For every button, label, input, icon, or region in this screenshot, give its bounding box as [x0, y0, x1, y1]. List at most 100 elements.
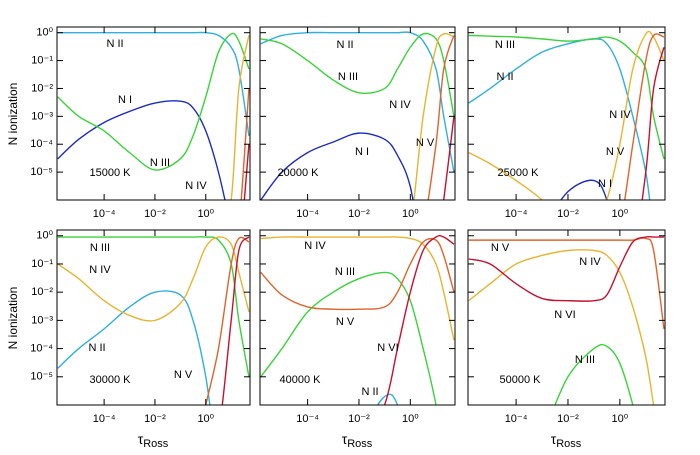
- x-tick-label: 10⁰: [612, 413, 629, 425]
- panel-frame: [56, 26, 251, 201]
- series-line: [376, 393, 399, 405]
- series-label: N II: [361, 386, 378, 398]
- series-label: N III: [338, 71, 358, 83]
- series-label: N III: [575, 354, 595, 366]
- x-tick-label: 10⁰: [402, 413, 419, 425]
- panel-annotation: 30000 K: [90, 374, 132, 386]
- series-line: [221, 236, 250, 405]
- series-line: [468, 249, 655, 405]
- y-axis-label: N ionization: [6, 83, 20, 146]
- x-tick-label: 10⁻⁴: [505, 413, 528, 425]
- plot-area: [260, 31, 455, 200]
- y-tick-label: 10⁻¹: [31, 258, 53, 270]
- series-label: N III: [335, 266, 355, 278]
- y-tick-label: 10⁻⁴: [30, 342, 53, 354]
- x-tick-label: 10⁰: [197, 208, 214, 220]
- series-line: [260, 237, 455, 311]
- series-label: N I: [598, 178, 612, 190]
- series-label: N I: [118, 94, 132, 106]
- series-line: [57, 100, 226, 200]
- x-axis-label: τRoss: [551, 431, 582, 450]
- x-tick-label: 10⁻⁴: [505, 208, 528, 220]
- series-label: N IV: [579, 256, 601, 268]
- panel-annotation: 40000 K: [280, 374, 322, 386]
- x-axis-label-sub: Ross: [556, 438, 582, 450]
- series-label: N III: [150, 157, 170, 169]
- series-label: N V: [491, 242, 510, 254]
- x-tick-label: 10⁰: [402, 208, 419, 220]
- y-tick-label: 10⁰: [36, 27, 53, 39]
- x-tick-label: 10⁰: [197, 413, 214, 425]
- y-tick-label: 10⁻³: [31, 110, 53, 122]
- x-tick-label: 10⁰: [612, 208, 629, 220]
- series-line: [240, 88, 250, 200]
- plot-area: [57, 31, 250, 200]
- series-line: [468, 237, 665, 329]
- series-line: [641, 47, 665, 200]
- series-label: N V: [174, 369, 193, 381]
- y-tick-label: 10⁻²: [31, 286, 53, 298]
- series-line: [468, 34, 665, 159]
- series-line: [230, 35, 250, 200]
- panel-annotation: 50000 K: [500, 374, 542, 386]
- series-label: N V: [606, 146, 625, 158]
- series-line: [260, 132, 414, 200]
- y-tick-label: 10⁰: [36, 230, 53, 242]
- series-line: [260, 236, 455, 341]
- y-tick-label: 10⁻⁴: [30, 138, 53, 150]
- x-tick-label: 10⁻²: [348, 413, 370, 425]
- series-label: N II: [88, 342, 105, 354]
- series-label: N II: [496, 71, 513, 83]
- series-line: [57, 236, 250, 377]
- series-label: N II: [336, 39, 353, 51]
- x-tick-label: 10⁻⁴: [93, 208, 116, 220]
- y-tick-label: 10⁻¹: [31, 54, 53, 66]
- series-line: [57, 31, 250, 136]
- series-line: [427, 35, 455, 200]
- plot-area: [468, 30, 665, 200]
- x-axis-label: τRoss: [342, 431, 373, 450]
- y-tick-label: 10⁻³: [31, 314, 53, 326]
- series-line: [260, 235, 455, 405]
- y-tick-label: 10⁻⁵: [30, 166, 53, 178]
- x-axis-label: τRoss: [138, 431, 169, 450]
- series-label: N III: [90, 242, 110, 254]
- series-line: [205, 236, 250, 405]
- series-line: [554, 343, 634, 405]
- x-tick-label: 10⁻²: [144, 208, 166, 220]
- x-tick-label: 10⁻²: [557, 208, 579, 220]
- x-axis-label-symbol: τ: [551, 431, 557, 447]
- x-tick-label: 10⁻⁴: [93, 413, 116, 425]
- series-line: [468, 30, 665, 200]
- x-axis-label-symbol: τ: [138, 431, 144, 447]
- panel-frame: [259, 26, 456, 201]
- series-label: N IV: [389, 99, 411, 111]
- series-line: [57, 236, 250, 322]
- series-label: N IV: [185, 180, 207, 192]
- panel-frame: [56, 229, 251, 406]
- y-axis-label: N ionization: [6, 287, 20, 350]
- series-label: N V: [416, 137, 435, 149]
- x-axis-label-sub: Ross: [143, 438, 169, 450]
- x-tick-label: 10⁻²: [557, 413, 579, 425]
- series-line: [560, 179, 608, 200]
- series-label: N V: [336, 316, 355, 328]
- y-tick-label: 10⁻⁵: [30, 371, 53, 383]
- panel-frame: [259, 229, 456, 406]
- series-label: N IV: [89, 264, 111, 276]
- series-line: [468, 235, 664, 302]
- series-label: N III: [495, 39, 515, 51]
- y-tick-label: 10⁻²: [31, 82, 53, 94]
- x-tick-label: 10⁻²: [144, 413, 166, 425]
- panel-annotation: 20000 K: [278, 167, 320, 179]
- x-tick-label: 10⁻²: [348, 208, 370, 220]
- series-label: N IV: [609, 109, 631, 121]
- series-line: [260, 31, 455, 173]
- series-line: [260, 271, 437, 405]
- series-line: [260, 32, 455, 117]
- panel-frame: [467, 26, 666, 201]
- plot-area: [260, 235, 455, 405]
- x-axis-label-symbol: τ: [342, 431, 348, 447]
- series-label: N II: [106, 38, 123, 50]
